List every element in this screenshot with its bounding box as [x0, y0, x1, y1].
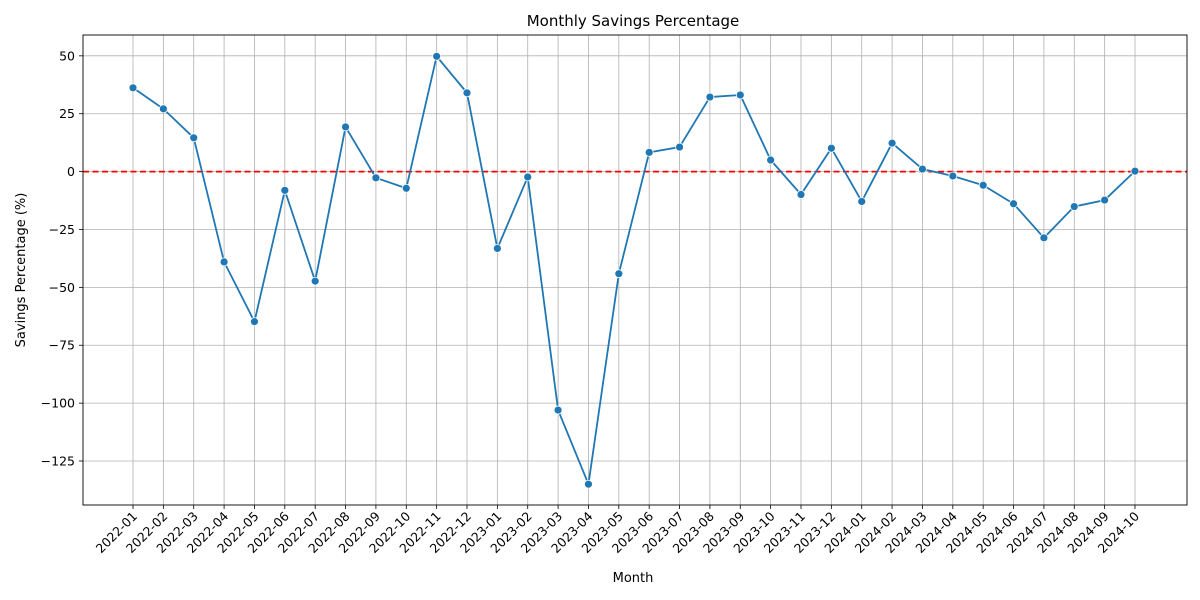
y-tick-label: 0 [67, 164, 75, 179]
data-point [492, 244, 502, 253]
y-tick-label: −25 [49, 222, 75, 237]
data-point [735, 90, 745, 100]
data-point [310, 276, 320, 286]
series-layer [128, 51, 1140, 489]
data-point [1039, 233, 1049, 243]
data-point [887, 138, 897, 148]
data-point [918, 164, 927, 174]
data-point [462, 88, 472, 98]
data-point [219, 257, 229, 267]
data-point [948, 171, 958, 181]
data-point [189, 133, 199, 143]
y-tick-label: −100 [41, 396, 75, 411]
data-point [675, 142, 684, 152]
y-tick-label: −75 [49, 338, 75, 353]
y-tick-label: 25 [59, 106, 75, 121]
data-point [826, 143, 836, 153]
x-axis-ticks: 2022-012022-022022-032022-042022-052022-… [93, 505, 1142, 556]
data-point [644, 147, 654, 157]
data-point [341, 122, 350, 132]
chart-title: Monthly Savings Percentage [527, 12, 740, 30]
grid-lines [83, 35, 1187, 505]
data-point [978, 180, 988, 190]
data-point [158, 104, 168, 114]
data-point [401, 183, 411, 193]
data-point [857, 197, 867, 206]
data-point [1069, 202, 1079, 211]
data-point [796, 190, 806, 199]
data-point [766, 155, 776, 165]
data-point [614, 269, 624, 279]
data-point [432, 51, 442, 61]
series-line [132, 55, 1136, 486]
data-point [523, 172, 533, 182]
data-point [1100, 195, 1110, 205]
data-point [553, 405, 563, 415]
y-tick-label: −125 [41, 454, 75, 469]
data-point [705, 92, 715, 102]
x-axis-title: Month [613, 571, 654, 586]
plot-frame [82, 34, 1188, 506]
y-tick-label: 50 [59, 48, 75, 63]
data-point [1009, 199, 1018, 209]
y-axis-title: Savings Percentage (%) [14, 193, 29, 348]
data-point [128, 83, 138, 93]
data-point [371, 173, 381, 183]
data-point [280, 185, 290, 195]
y-tick-label: −50 [49, 280, 75, 295]
y-axis-ticks: 50 25 0 −25 −50 −75 −100 −125 [41, 48, 83, 469]
data-point [1130, 166, 1140, 176]
data-point [250, 317, 259, 327]
data-point [584, 479, 593, 489]
